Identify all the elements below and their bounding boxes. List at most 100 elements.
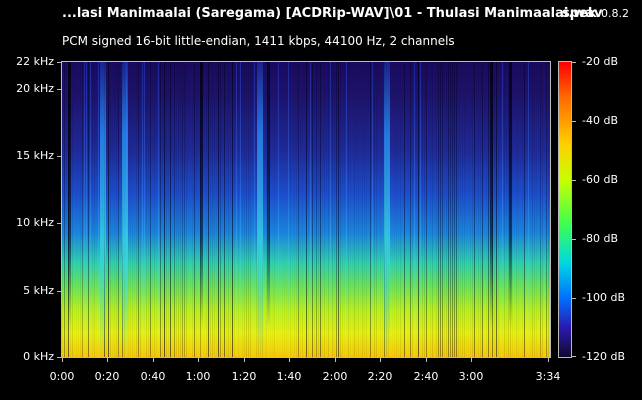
spectrogram-streak	[344, 62, 345, 357]
spectrogram-streak	[172, 62, 173, 357]
spectrogram-streak	[402, 62, 403, 357]
x-tick	[244, 358, 245, 362]
spectrogram-streak	[434, 62, 435, 357]
spectrogram-streak	[228, 62, 229, 357]
file-title: ...lasi Manimaalai (Saregama) [ACDRip-WA…	[62, 6, 603, 21]
spectrogram-gap	[490, 62, 493, 357]
spectrogram-streak	[474, 62, 475, 357]
x-tick-label-1-20: 1:20	[231, 370, 257, 383]
spectrogram-streak	[294, 62, 295, 357]
spectrogram-streak	[328, 62, 329, 357]
spectrogram-streak	[290, 62, 291, 357]
spectrogram-streak	[170, 62, 171, 357]
spectrogram-streak	[346, 62, 347, 357]
spectrogram-streak	[74, 62, 75, 357]
y-tick	[57, 357, 61, 358]
spectrogram-streak	[194, 62, 195, 357]
spectrogram-streak	[422, 62, 423, 357]
spectrogram-streak	[512, 62, 513, 357]
spectrogram-streak	[494, 62, 495, 357]
spectrogram-streak	[272, 62, 273, 357]
spectrogram-streak	[274, 62, 275, 357]
spectrogram-streak	[430, 62, 431, 357]
y-tick-label-0khz: 0 kHz	[23, 350, 54, 363]
spectrogram-streak	[476, 62, 477, 357]
spectrogram-streak	[110, 62, 111, 357]
spectrogram-streak	[364, 62, 365, 357]
spectrogram-streak	[432, 62, 433, 357]
spectrogram-streak	[218, 62, 219, 357]
spectrogram-streak	[92, 62, 93, 357]
spectrogram-streak	[280, 62, 281, 357]
spectrogram-streak	[250, 62, 251, 357]
spectrogram-streak	[300, 62, 301, 357]
spectrogram-streak	[508, 62, 509, 357]
spectrogram-streak	[504, 62, 505, 357]
spectrogram-streak	[480, 62, 481, 357]
spectrogram-streak	[324, 62, 325, 357]
spectrogram-streak	[216, 62, 217, 357]
spectrogram-streak	[98, 62, 99, 357]
spectrogram-streak	[546, 62, 547, 357]
spectrogram-streak	[484, 62, 485, 357]
spectrogram-streak	[236, 62, 237, 357]
spectrogram-streak	[532, 62, 533, 357]
color-label-minus-120db: -120 dB	[582, 350, 625, 363]
spectrogram-streak	[136, 62, 137, 357]
spectrogram-streak	[316, 62, 317, 357]
color-tick	[571, 298, 576, 299]
spectrogram-streak	[374, 62, 375, 357]
spectrogram-streak	[252, 62, 253, 357]
spectrogram-streak	[416, 62, 417, 357]
spectrogram-streak	[358, 62, 359, 357]
spectrogram-streak	[264, 62, 265, 357]
spectrogram-streak	[66, 62, 67, 357]
spectrogram-streak	[500, 62, 501, 357]
spectrogram-streak	[96, 62, 97, 357]
spectrogram-streak	[168, 62, 169, 357]
spectrogram-streak	[80, 62, 81, 357]
color-tick	[571, 121, 576, 122]
spectrogram-streak	[76, 62, 77, 357]
spectrogram-streak	[362, 62, 363, 357]
spectrogram-streak	[468, 62, 469, 357]
spectrogram-streak	[254, 62, 255, 357]
spectrogram-streak	[114, 62, 115, 357]
spectrogram-streak	[310, 62, 311, 357]
spectrogram-streak	[456, 62, 457, 357]
spectrogram-streak	[336, 62, 337, 357]
spectrogram-streak	[470, 62, 471, 357]
spectrogram-streak	[82, 62, 83, 357]
spectrogram-streak	[418, 62, 419, 357]
x-tick-label-3-00: 3:00	[458, 370, 484, 383]
spectrogram-streak	[204, 62, 205, 357]
spectrogram-streak	[368, 62, 369, 357]
spectrogram-streak	[158, 62, 159, 357]
spectrogram-streak	[132, 62, 133, 357]
x-tick	[548, 358, 549, 362]
spectrogram-streak	[322, 62, 323, 357]
x-tick-label-2-00: 2:00	[322, 370, 348, 383]
spectrogram-streak	[478, 62, 479, 357]
spectrogram-streak	[444, 62, 445, 357]
spectrogram-streak	[428, 62, 429, 357]
x-tick-label-0-00: 0:00	[49, 370, 75, 383]
spectrogram-streak	[408, 62, 409, 357]
spectrogram-streak	[306, 62, 307, 357]
spectrogram-streak	[390, 62, 391, 357]
spectrogram-streak	[208, 62, 209, 357]
spectrogram-streak	[482, 62, 483, 357]
spectrogram-streak	[502, 62, 503, 357]
spectrogram-streak	[308, 62, 309, 357]
spectrogram-streak	[414, 62, 415, 357]
spectrogram-streak	[112, 62, 113, 357]
spectrogram-streak	[220, 62, 221, 357]
spectrogram-streak	[548, 62, 549, 357]
spectrogram-streak	[438, 62, 439, 357]
spectrogram-streak	[302, 62, 303, 357]
spectrogram-streak	[448, 62, 449, 357]
spectrogram-streak	[146, 62, 147, 357]
spectrogram-streak	[154, 62, 155, 357]
spectrogram-streak	[458, 62, 459, 357]
spectrogram-streak	[152, 62, 153, 357]
